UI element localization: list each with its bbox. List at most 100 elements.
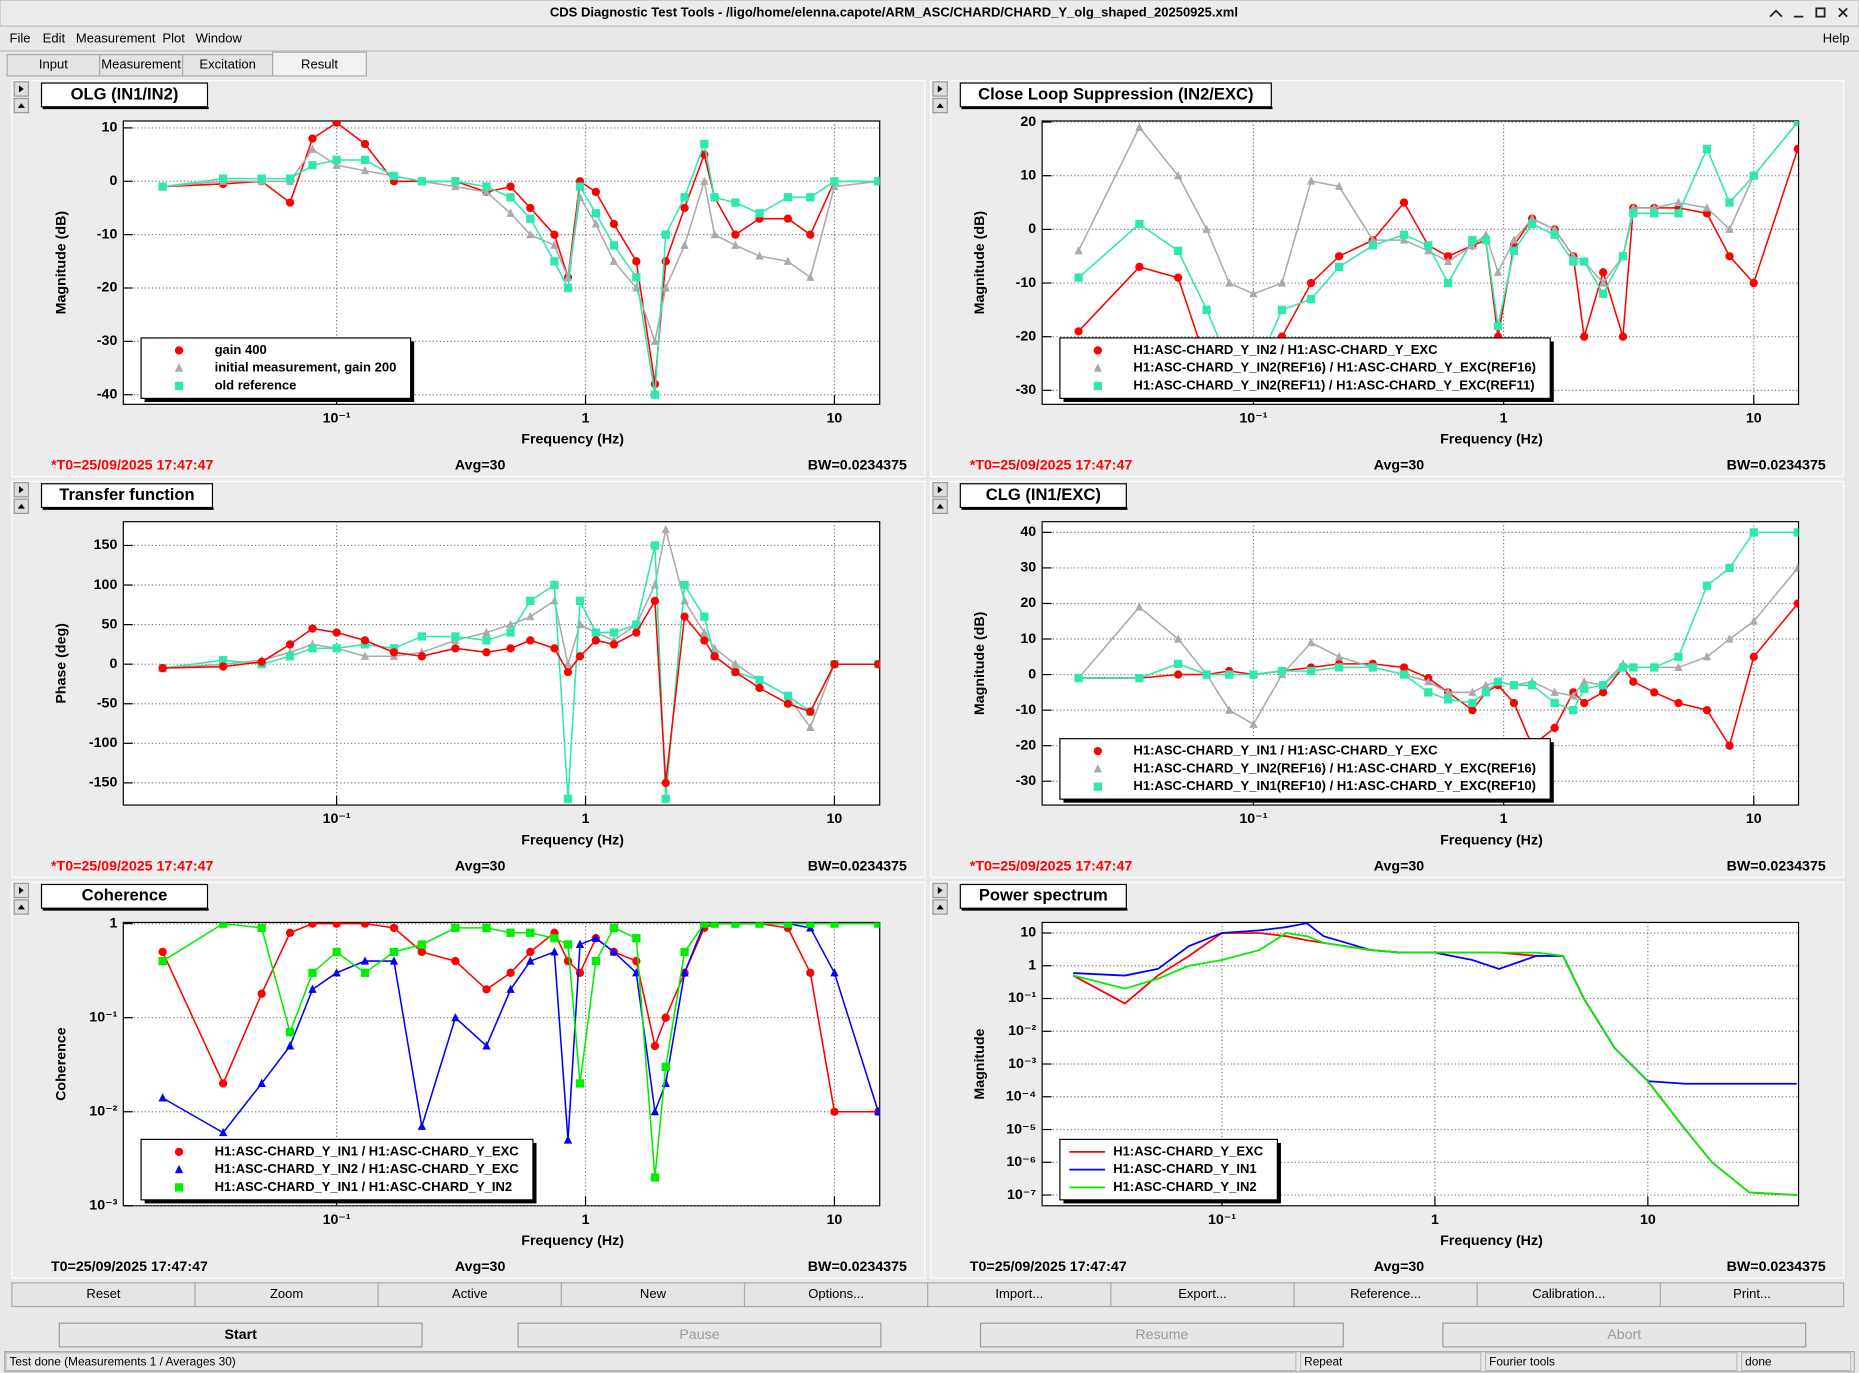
plot-title: OLG (IN1/IN2) <box>71 84 179 103</box>
panel-side-arrow[interactable] <box>17 103 25 108</box>
data-point <box>1202 670 1211 679</box>
footer-bw: BW=0.0234375 <box>1727 458 1826 474</box>
toolbar-button-label[interactable]: Zoom <box>270 1286 303 1301</box>
data-point <box>710 652 719 661</box>
footer-avg: Avg=30 <box>1374 1259 1425 1275</box>
tab[interactable] <box>272 51 367 77</box>
series-layer <box>1072 922 1797 1196</box>
x-tick-label: 10⁻¹ <box>1239 811 1267 827</box>
shade-button[interactable] <box>1769 9 1783 18</box>
data-point <box>1399 230 1409 239</box>
legend-swatch <box>174 346 184 355</box>
toolbar-button-label[interactable]: Reference... <box>1350 1286 1421 1301</box>
data-point <box>874 177 880 186</box>
status-text: done <box>1745 1354 1772 1368</box>
toolbar-button-label[interactable]: Export... <box>1178 1286 1227 1301</box>
panel-side-arrow[interactable] <box>17 904 25 910</box>
y-axis-label: Magnitude (dB) <box>972 611 988 715</box>
x-axis-label: Frequency (Hz) <box>1440 1233 1543 1249</box>
toolbar-button-label[interactable]: Print... <box>1733 1286 1771 1301</box>
toolbar-button[interactable] <box>1659 1282 1845 1308</box>
menu-item[interactable]: File <box>9 31 30 46</box>
data-point <box>661 257 670 266</box>
data-point <box>1550 687 1559 696</box>
plot-panel: Power spectrum 10⁻¹ 1 10 10 1 10⁻¹ 10⁻² 10⁻³ 10⁻⁴… <box>930 881 1845 1279</box>
toolbar-button-label[interactable]: Import... <box>995 1286 1043 1301</box>
toolbar-button-label[interactable]: Reset <box>86 1286 120 1301</box>
data-point <box>1493 267 1503 276</box>
tab-label[interactable]: Result <box>301 57 338 72</box>
legend-label[interactable]: H1:ASC-CHARD_Y_IN2 / H1:ASC-CHARD_Y_EXC <box>215 1161 520 1176</box>
tab-label[interactable]: Measurement <box>101 57 181 72</box>
window-title: CDS Diagnostic Test Tools - /ligo/home/e… <box>550 5 1238 20</box>
legend-label[interactable]: H1:ASC-CHARD_Y_IN2(REF16) / H1:ASC-CHARD… <box>1133 760 1536 775</box>
data-point <box>1629 677 1638 686</box>
menu-item[interactable]: Edit <box>43 31 66 46</box>
data-point <box>874 1106 880 1116</box>
y-axis-label: Magnitude <box>972 1028 988 1099</box>
toolbar-button-label[interactable]: Calibration... <box>1532 1286 1605 1301</box>
toolbar-button-label[interactable]: New <box>640 1286 667 1301</box>
x-tick-label: 10⁻¹ <box>1239 410 1267 426</box>
menu-item[interactable]: Window <box>196 31 243 46</box>
panel-side-arrow[interactable] <box>937 85 943 93</box>
panel-side-arrow[interactable] <box>18 886 24 894</box>
toolbar-button-label[interactable]: Options... <box>808 1286 864 1301</box>
data-point <box>650 541 660 550</box>
legend-label[interactable]: H1:ASC-CHARD_Y_IN2 <box>1113 1179 1256 1194</box>
data-point <box>755 251 764 260</box>
data-point <box>1569 691 1578 700</box>
data-point <box>1399 663 1409 672</box>
legend-label[interactable]: H1:ASC-CHARD_Y_IN1 <box>1113 1161 1256 1176</box>
window-controls[interactable] <box>1769 7 1848 18</box>
menu-help[interactable]: Help <box>1823 31 1850 46</box>
legend-label[interactable]: H1:ASC-CHARD_Y_IN1 / H1:ASC-CHARD_Y_EXC <box>215 1143 520 1158</box>
y-tick-label: 0 <box>109 656 117 672</box>
x-tick-label: 1 <box>1500 811 1508 827</box>
close-button[interactable] <box>1838 7 1848 18</box>
legend-label[interactable]: H1:ASC-CHARD_Y_IN1 / H1:ASC-CHARD_Y_EXC <box>1133 743 1438 758</box>
tab-label[interactable]: Excitation <box>199 57 256 72</box>
panel-side-arrow[interactable] <box>936 503 944 509</box>
legend-label[interactable]: H1:ASC-CHARD_Y_IN2 / H1:ASC-CHARD_Y_EXC <box>1133 342 1438 357</box>
panel-side-arrow[interactable] <box>17 503 25 509</box>
toolbar-button-label[interactable]: Active <box>452 1286 488 1301</box>
y-tick-label: 10⁻⁵ <box>1006 1121 1036 1137</box>
panel-side-arrow[interactable] <box>936 103 944 108</box>
footer-bw: BW=0.0234375 <box>808 1259 907 1275</box>
data-point <box>1334 652 1344 661</box>
maximize-button[interactable] <box>1815 7 1826 18</box>
series-layer <box>158 120 880 399</box>
legend-label[interactable]: gain 400 <box>215 342 267 357</box>
data-point <box>563 794 573 803</box>
legend-label[interactable]: H1:ASC-CHARD_Y_IN1(REF10) / H1:ASC-CHARD… <box>1133 778 1536 793</box>
data-point <box>332 968 341 977</box>
menu-item[interactable]: Measurement <box>76 31 156 46</box>
panel-side-arrow[interactable] <box>937 486 943 494</box>
menu-item[interactable]: Plot <box>162 31 185 46</box>
data-point <box>874 922 880 928</box>
data-point <box>506 628 515 637</box>
panel-side-arrow[interactable] <box>936 904 944 910</box>
legend-label[interactable]: H1:ASC-CHARD_Y_IN2(REF11) / H1:ASC-CHARD… <box>1133 377 1534 392</box>
legend-label[interactable]: old reference <box>215 377 297 392</box>
legend-label[interactable]: H1:ASC-CHARD_Y_EXC <box>1113 1143 1263 1158</box>
data-point <box>806 968 815 977</box>
tab-label[interactable]: Input <box>39 57 68 72</box>
panel-side-arrow[interactable] <box>937 886 943 894</box>
y-tick-label: 10⁻³ <box>1008 1056 1036 1072</box>
control-button[interactable] <box>58 1322 423 1348</box>
y-axis-label: Magnitude (dB) <box>972 211 988 315</box>
control-button-label[interactable]: Start <box>224 1327 257 1343</box>
data-point <box>1650 209 1659 218</box>
panel-side-arrow[interactable] <box>18 85 24 93</box>
data-point <box>1399 198 1409 207</box>
data-point <box>1618 252 1628 261</box>
legend-label[interactable]: H1:ASC-CHARD_Y_IN2(REF16) / H1:ASC-CHARD… <box>1133 360 1536 375</box>
legend-label[interactable]: H1:ASC-CHARD_Y_IN1 / H1:ASC-CHARD_Y_IN2 <box>215 1179 513 1194</box>
data-point <box>680 947 689 957</box>
panel-side-arrow[interactable] <box>18 486 24 494</box>
y-axis-label: Coherence <box>53 1027 69 1101</box>
legend-label[interactable]: initial measurement, gain 200 <box>215 360 397 375</box>
x-tick-label: 1 <box>582 410 590 426</box>
